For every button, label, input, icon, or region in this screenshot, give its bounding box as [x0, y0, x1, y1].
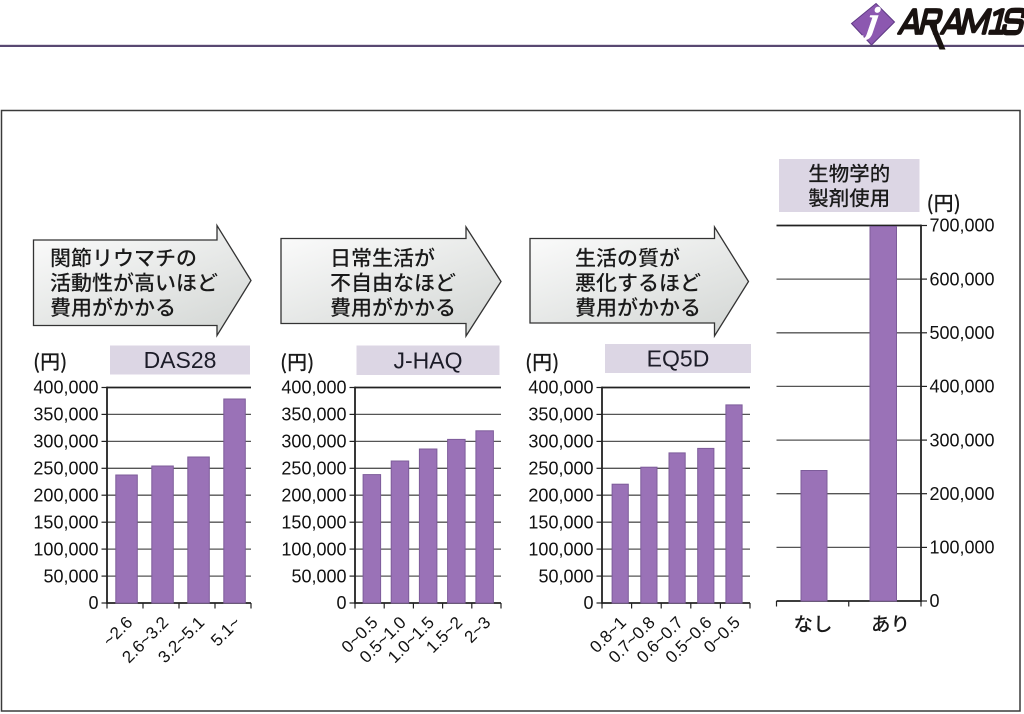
svg-text:300,000: 300,000	[930, 430, 995, 450]
svg-text:200,000: 200,000	[33, 485, 98, 505]
svg-text:250,000: 250,000	[281, 459, 346, 479]
svg-text:400,000: 400,000	[281, 378, 346, 398]
svg-text:300,000: 300,000	[528, 432, 593, 452]
svg-text:150,000: 150,000	[528, 512, 593, 532]
svg-text:150,000: 150,000	[33, 512, 98, 532]
svg-text:400,000: 400,000	[33, 378, 98, 398]
svg-text:100,000: 100,000	[528, 539, 593, 559]
svg-text:150,000: 150,000	[281, 512, 346, 532]
svg-text:0: 0	[336, 593, 346, 613]
svg-text:50,000: 50,000	[291, 566, 346, 586]
svg-text:J-HAQ: J-HAQ	[394, 347, 463, 373]
svg-text:300,000: 300,000	[281, 432, 346, 452]
svg-text:DAS28: DAS28	[144, 347, 217, 373]
svg-text:350,000: 350,000	[281, 405, 346, 425]
svg-text:700,000: 700,000	[930, 216, 995, 236]
svg-text:200,000: 200,000	[528, 485, 593, 505]
svg-text:50,000: 50,000	[538, 566, 593, 586]
svg-text:400,000: 400,000	[930, 377, 995, 397]
svg-text:600,000: 600,000	[930, 269, 995, 289]
svg-text:0: 0	[88, 593, 98, 613]
svg-text:100,000: 100,000	[930, 538, 995, 558]
svg-text:250,000: 250,000	[528, 459, 593, 479]
svg-text:350,000: 350,000	[33, 405, 98, 425]
svg-text:0: 0	[583, 593, 593, 613]
svg-text:50,000: 50,000	[43, 566, 98, 586]
svg-text:200,000: 200,000	[281, 485, 346, 505]
svg-text:0: 0	[930, 591, 940, 611]
svg-text:500,000: 500,000	[930, 323, 995, 343]
svg-text:100,000: 100,000	[281, 539, 346, 559]
svg-text:250,000: 250,000	[33, 459, 98, 479]
svg-text:EQ5D: EQ5D	[647, 346, 710, 372]
svg-text:350,000: 350,000	[528, 405, 593, 425]
svg-text:300,000: 300,000	[33, 432, 98, 452]
svg-text:200,000: 200,000	[930, 484, 995, 504]
svg-text:400,000: 400,000	[528, 378, 593, 398]
svg-text:100,000: 100,000	[33, 539, 98, 559]
